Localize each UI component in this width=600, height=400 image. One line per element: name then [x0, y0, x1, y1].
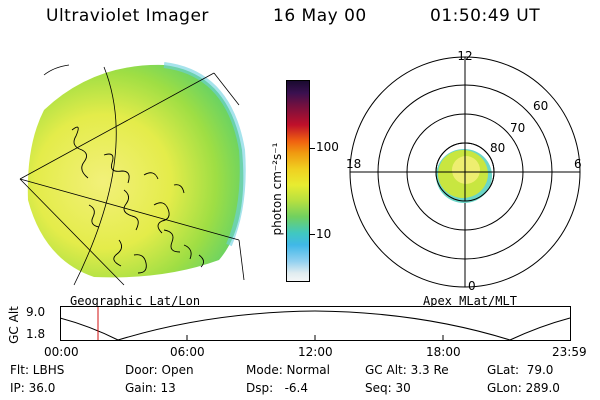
door-info: Door: Open	[125, 363, 194, 377]
mlt-label-6: 6	[574, 157, 582, 171]
geographic-image	[19, 62, 246, 286]
gc-alt-info: GC Alt: 3.3 Re	[365, 363, 449, 377]
colorbar-tick-label-100: 100	[316, 140, 339, 154]
intensity-colorbar	[286, 80, 310, 282]
time-tick-label-2: 12:00	[298, 345, 333, 359]
geographic-panel-label: Geographic Lat/Lon	[70, 294, 201, 308]
colorbar-tick-label-10: 10	[316, 227, 332, 241]
mlt-label-0: 0	[468, 279, 476, 293]
glon-info: GLon: 289.0	[487, 381, 560, 395]
date-label: 16 May 00	[273, 6, 367, 26]
mlat-label-70: 70	[510, 121, 525, 135]
gain-info: Gain: 13	[125, 381, 176, 395]
filter-info: Flt: LBHS	[10, 363, 65, 377]
magnetic-panel-label: Apex MLat/MLT	[423, 294, 517, 308]
mlt-label-12: 12	[457, 50, 472, 63]
time-tick-label-0: 00:00	[44, 345, 79, 359]
colorbar-tick-10	[309, 234, 315, 235]
time-tick-label-3: 18:00	[426, 345, 461, 359]
time-tick-label-1: 06:00	[170, 345, 205, 359]
altitude-plot	[60, 306, 571, 341]
altitude-tick-label-9: 9.0	[26, 305, 46, 319]
polar-grid-overlay	[435, 142, 495, 202]
time-label: 01:50:49 UT	[430, 6, 541, 26]
altitude-axis-label: GC Alt	[7, 306, 21, 344]
mlat-label-80: 80	[490, 141, 505, 155]
altitude-plot-frame	[60, 306, 571, 341]
time-ticks	[186, 335, 444, 340]
lat-lon-grid	[19, 64, 245, 286]
polar-plot: 12 18 6 0 60 70 80	[346, 50, 582, 293]
instrument-title: Ultraviolet Imager	[46, 6, 209, 26]
uv-emission-disk	[27, 64, 244, 278]
colorbar-unit-label: photon cm⁻²s⁻¹	[270, 142, 284, 236]
seq-info: Seq: 30	[365, 381, 411, 395]
dsp-info: Dsp: -6.4	[246, 381, 309, 395]
orbit-altitude-curve	[60, 310, 571, 341]
disk-limb-glow	[163, 62, 246, 247]
coastlines	[71, 126, 204, 274]
time-tick-label-4: 23:59	[552, 345, 587, 359]
glat-info: GLat: 79.0	[487, 363, 554, 377]
colorbar-tick-100	[309, 148, 315, 149]
mlt-label-18: 18	[346, 157, 361, 171]
altitude-tick-label-1-8: 1.8	[26, 327, 46, 341]
mlat-label-60: 60	[533, 99, 548, 113]
mode-info: Mode: Normal	[246, 363, 330, 377]
auroral-oval-core	[452, 156, 480, 184]
ip-info: IP: 36.0	[10, 381, 56, 395]
